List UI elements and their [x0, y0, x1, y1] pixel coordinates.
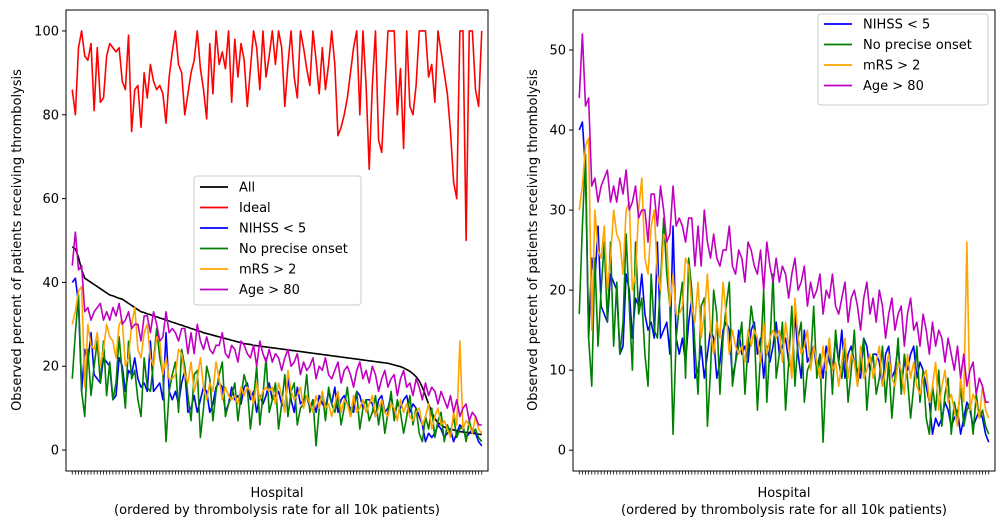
series-line-no-precise-onset — [578, 153, 990, 443]
left-x-label-sub: (ordered by thrombolysis rate for all 10… — [114, 503, 440, 518]
left-series-lines — [71, 30, 483, 447]
legend-label-no-precise-onset: No precise onset — [239, 242, 348, 257]
series-line-no-precise-onset — [71, 294, 483, 447]
right-legend: NIHSS < 5 No precise onset mRS > 2 Age > 80 — [817, 13, 989, 106]
y-tick-label: 40 — [42, 276, 59, 291]
legend-label-nihss-5: NIHSS < 5 — [239, 222, 306, 237]
left-y-ticks: 0 20 40 60 80 100 — [34, 24, 66, 459]
legend-label-mrs-2: mRS > 2 — [863, 59, 920, 74]
y-tick-label: 30 — [549, 204, 566, 219]
left-x-label: Hospital — [250, 486, 303, 501]
right-chart: 0 10 20 30 40 50 Hospital (ordered by thrombo… — [526, 9, 996, 518]
series-line-all — [71, 246, 482, 436]
right-y-ticks: 0 10 20 30 40 50 — [549, 44, 573, 459]
left-y-label: Observed percent of patients receiving t… — [10, 69, 25, 411]
y-tick-label: 80 — [42, 108, 59, 123]
left-chart: 0 20 40 60 80 100 Hospital (ordered by thromb… — [10, 9, 489, 518]
y-tick-label: 60 — [42, 192, 59, 207]
right-x-label: Hospital — [757, 486, 810, 501]
legend-label-age-80: Age > 80 — [239, 283, 300, 298]
right-series-lines — [578, 33, 990, 443]
y-tick-label: 100 — [34, 24, 59, 39]
legend-label-mrs-2: mRS > 2 — [239, 263, 296, 278]
legend-label-nihss-5: NIHSS < 5 — [863, 18, 930, 33]
legend-label-no-precise-onset: No precise onset — [863, 38, 972, 53]
right-x-ticks — [578, 471, 990, 475]
series-line-ideal — [71, 30, 483, 242]
legend-label-age-80: Age > 80 — [863, 79, 924, 94]
y-tick-label: 10 — [549, 364, 566, 379]
y-tick-label: 50 — [549, 44, 566, 59]
right-x-label-sub: (ordered by thrombolysis rate for all 10… — [621, 503, 947, 518]
y-tick-label: 40 — [549, 124, 566, 139]
left-legend: All Ideal NIHSS < 5 No precise onset mRS > 2… — [193, 175, 362, 306]
left-legend-frame — [193, 175, 362, 306]
series-line-age-80 — [71, 231, 482, 426]
left-x-ticks — [71, 471, 483, 475]
series-line-mrs-2 — [578, 137, 990, 427]
right-y-label: Observed percent of patients receiving t… — [526, 69, 541, 411]
legend-label-ideal: Ideal — [239, 201, 271, 216]
y-tick-label: 0 — [51, 444, 59, 459]
legend-label-all: All — [239, 181, 255, 196]
y-tick-label: 20 — [549, 284, 566, 299]
y-tick-label: 0 — [558, 444, 566, 459]
y-tick-label: 20 — [42, 360, 59, 375]
series-line-mrs-2 — [71, 285, 483, 439]
series-line-age-80 — [578, 33, 989, 403]
right-legend-frame — [817, 13, 989, 106]
